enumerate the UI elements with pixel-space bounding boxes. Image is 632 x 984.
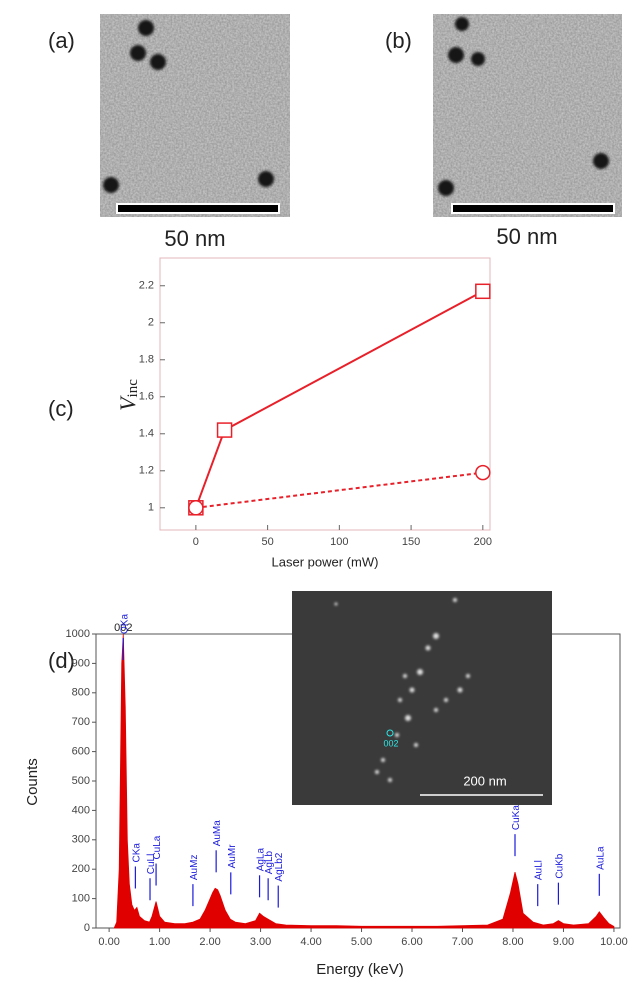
marker	[216, 422, 233, 438]
inset-scale-label: 200 nm	[463, 773, 506, 788]
y-label-sub: inc	[125, 379, 141, 398]
x-tick-label: 9.00	[553, 936, 574, 948]
peak-label: CuKa	[511, 805, 522, 830]
x-tick-label: 150	[402, 536, 420, 548]
y-tick-label: 200	[72, 863, 90, 875]
tem-image-b	[433, 14, 622, 217]
inset-marker: 002	[383, 738, 398, 748]
spectrum	[113, 633, 615, 929]
stem-inset	[292, 591, 552, 805]
y-tick-label: 1.8	[139, 354, 154, 366]
x-tick-label: 5.00	[351, 936, 372, 948]
y-tick-label: 600	[72, 746, 90, 758]
marker	[475, 464, 491, 481]
y-tick-label: 800	[72, 687, 90, 699]
peak-label: AuMz	[189, 855, 200, 881]
y-tick-label: 1.4	[139, 428, 154, 440]
peak-label: AgLb2	[274, 852, 285, 881]
y-tick-label: 900	[72, 657, 90, 669]
y-axis-label: Counts	[24, 758, 41, 806]
x-tick-label: 10.00	[600, 936, 628, 948]
x-tick-label: 0	[193, 536, 199, 548]
y-tick-label: 700	[72, 716, 90, 728]
scale-bar-label: 50 nm	[164, 226, 225, 251]
peak-label: CuLa	[152, 835, 163, 859]
y-tick-label: 0	[84, 922, 90, 934]
y-axis-label: Vinc	[115, 379, 141, 411]
x-tick-label: 0.00	[98, 936, 119, 948]
x-tick-label: 3.00	[250, 936, 271, 948]
y-tick-label: 400	[72, 804, 90, 816]
x-tick-label: 8.00	[502, 936, 523, 948]
peak-label: AuMr	[227, 844, 238, 869]
y-tick-label: 2.2	[139, 280, 154, 292]
spectrum-label: 002	[114, 622, 132, 634]
x-tick-label: 6.00	[401, 936, 422, 948]
x-axis-label: Laser power (mW)	[272, 554, 379, 569]
scale-bar-label: 50 nm	[496, 224, 557, 249]
panel-label: (d)	[48, 648, 75, 673]
y-tick-label: 1.2	[139, 465, 154, 477]
x-tick-label: 4.00	[300, 936, 321, 948]
y-tick-label: 2	[148, 317, 154, 329]
peak-label: AuLa	[595, 846, 606, 870]
peak-label: AgLa	[256, 848, 267, 872]
y-tick-label: 1	[148, 502, 154, 514]
peak-label: AuMa	[212, 820, 223, 847]
y-tick-label: 1000	[66, 628, 90, 640]
x-tick-label: 1.00	[149, 936, 170, 948]
y-tick-label: 300	[72, 834, 90, 846]
series-line	[194, 290, 484, 509]
marker	[188, 500, 204, 516]
x-tick-label: 100	[330, 536, 348, 548]
x-axis-label: Energy (keV)	[316, 961, 404, 978]
peak-label: AuLl	[534, 860, 545, 880]
tem-image-a	[100, 14, 290, 217]
marker	[475, 283, 491, 300]
y-label-main: V	[115, 395, 140, 411]
peak-label: AgLb	[264, 850, 275, 874]
y-tick-label: 1.6	[139, 391, 154, 403]
plot-frame	[159, 257, 491, 531]
x-tick-label: 7.00	[452, 936, 473, 948]
x-tick-label: 2.00	[199, 936, 220, 948]
peak-label: CKa	[131, 843, 142, 863]
peak-label: CuKb	[554, 853, 565, 878]
series-line	[195, 471, 483, 509]
peak-label: OKa	[119, 614, 130, 634]
x-tick-label: 200	[474, 536, 492, 548]
panel-label: (c)	[48, 396, 74, 421]
peak-label: CuLl	[146, 854, 157, 875]
panel-label: (a)	[48, 28, 75, 53]
panel-label: (b)	[385, 28, 412, 53]
y-tick-label: 500	[72, 775, 90, 787]
x-tick-label: 50	[261, 536, 273, 548]
y-tick-label: 100	[72, 893, 90, 905]
spectrum-layer: 0.00 1.00 2.00 3.00 4.00 5.00 6.00 7.00 8.00 9.00…	[66, 614, 628, 948]
